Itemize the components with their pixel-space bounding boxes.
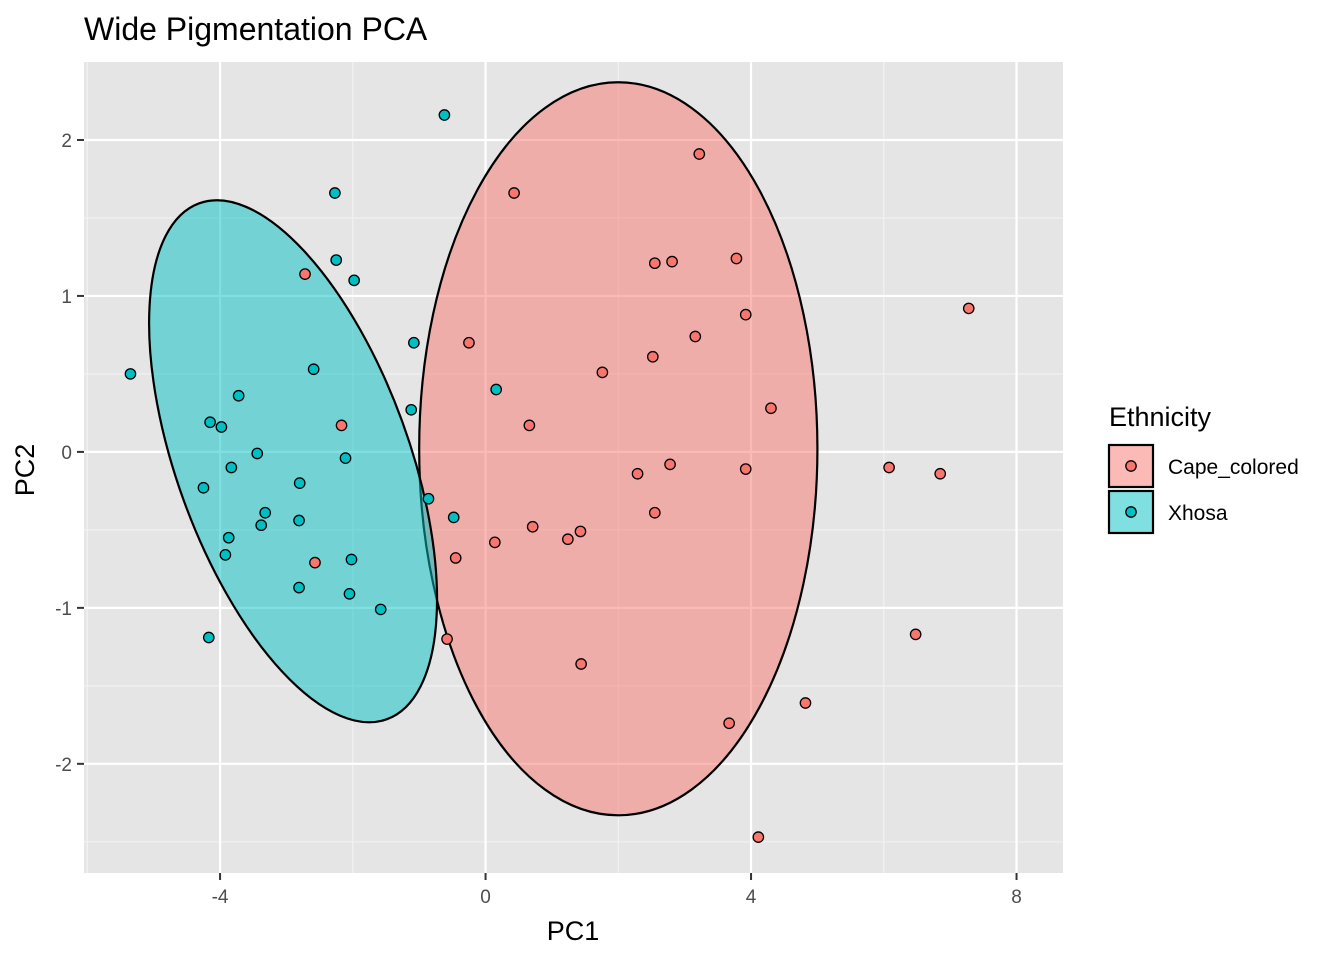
data-point-xhosa: [408, 336, 420, 349]
data-point-cape-colored: [562, 533, 574, 546]
data-point-cape-colored: [664, 458, 676, 471]
data-point-xhosa: [374, 603, 387, 616]
data-point-cape-colored: [523, 419, 536, 432]
data-point-cape-colored: [631, 467, 644, 480]
ellipse-cape-colored: [418, 81, 819, 817]
data-point-xhosa: [215, 421, 228, 433]
data-point-cape-colored: [648, 257, 661, 270]
data-point-cape-colored: [934, 467, 947, 480]
data-point-xhosa: [232, 389, 245, 402]
data-point-xhosa: [422, 492, 435, 505]
data-point-xhosa: [293, 514, 305, 527]
data-point-xhosa: [124, 368, 137, 380]
data-point-cape-colored: [646, 350, 659, 363]
data-point-cape-colored: [723, 717, 735, 730]
data-point-xhosa: [343, 587, 356, 600]
data-point-cape-colored: [508, 187, 520, 199]
data-point-cape-colored: [441, 633, 453, 645]
data-point-cape-colored: [309, 556, 321, 569]
x-tick-label: 0: [480, 887, 491, 908]
plot-area: [84, 62, 1063, 873]
data-point-cape-colored: [883, 461, 895, 474]
data-point-xhosa: [339, 452, 352, 464]
legend-label: Xhosa: [1168, 502, 1228, 525]
legend: Cape_colored Xhosa: [1107, 443, 1299, 535]
x-tick-label: -4: [212, 887, 229, 908]
legend-marker: [1125, 460, 1137, 472]
data-point-cape-colored: [739, 463, 752, 475]
data-point-cape-colored: [335, 419, 348, 432]
data-point-xhosa: [225, 461, 238, 474]
data-point-cape-colored: [574, 525, 587, 538]
data-point-cape-colored: [648, 506, 661, 519]
data-point-cape-colored: [526, 520, 539, 533]
data-point-cape-colored: [752, 831, 765, 843]
data-point-cape-colored: [799, 697, 812, 709]
data-point-xhosa: [251, 447, 264, 460]
data-point-cape-colored: [299, 268, 311, 280]
data-point-cape-colored: [693, 148, 706, 160]
data-point-cape-colored: [739, 308, 752, 321]
data-point-xhosa: [490, 383, 503, 396]
data-point-cape-colored: [488, 536, 501, 549]
y-tick-label: 2: [61, 131, 72, 152]
data-point-cape-colored: [449, 552, 462, 564]
data-point-xhosa: [255, 519, 268, 532]
data-point-cape-colored: [730, 252, 743, 265]
legend-title: Ethnicity: [1109, 402, 1212, 432]
data-point-cape-colored: [575, 658, 587, 670]
data-point-xhosa: [202, 631, 215, 644]
y-tick-label: -2: [55, 755, 72, 776]
data-point-xhosa: [345, 553, 358, 566]
y-tick-label: 1: [61, 287, 72, 308]
data-point-cape-colored: [596, 366, 609, 379]
data-point-cape-colored: [463, 336, 475, 349]
data-point-xhosa: [197, 481, 210, 494]
data-point-xhosa: [293, 477, 306, 489]
data-point-xhosa: [329, 187, 341, 199]
y-axis-title: PC2: [10, 444, 40, 497]
legend-marker: [1125, 506, 1137, 518]
data-point-xhosa: [259, 506, 272, 519]
data-point-xhosa: [307, 363, 320, 376]
data-point-cape-colored: [666, 255, 678, 268]
x-tick-label: 4: [746, 887, 757, 908]
data-point-xhosa: [348, 274, 360, 287]
data-point-xhosa: [222, 531, 235, 544]
data-point-xhosa: [330, 254, 343, 266]
legend-label: Cape_colored: [1168, 456, 1299, 479]
data-point-cape-colored: [765, 402, 777, 415]
x-tick-label: 8: [1011, 887, 1022, 908]
data-point-xhosa: [438, 109, 451, 121]
data-point-cape-colored: [962, 302, 975, 315]
data-point-xhosa: [405, 403, 418, 416]
data-point-xhosa: [447, 511, 460, 524]
chart-title: Wide Pigmentation PCA: [84, 11, 428, 47]
x-axis-title: PC1: [547, 916, 600, 946]
ellipse-xhosa: [148, 199, 439, 724]
data-point-xhosa: [219, 548, 232, 561]
data-point-xhosa: [293, 581, 305, 594]
y-tick-label: -1: [55, 599, 72, 620]
y-tick-label: 0: [61, 443, 72, 464]
data-point-xhosa: [204, 416, 216, 429]
data-point-cape-colored: [909, 628, 922, 641]
data-point-cape-colored: [689, 330, 702, 343]
